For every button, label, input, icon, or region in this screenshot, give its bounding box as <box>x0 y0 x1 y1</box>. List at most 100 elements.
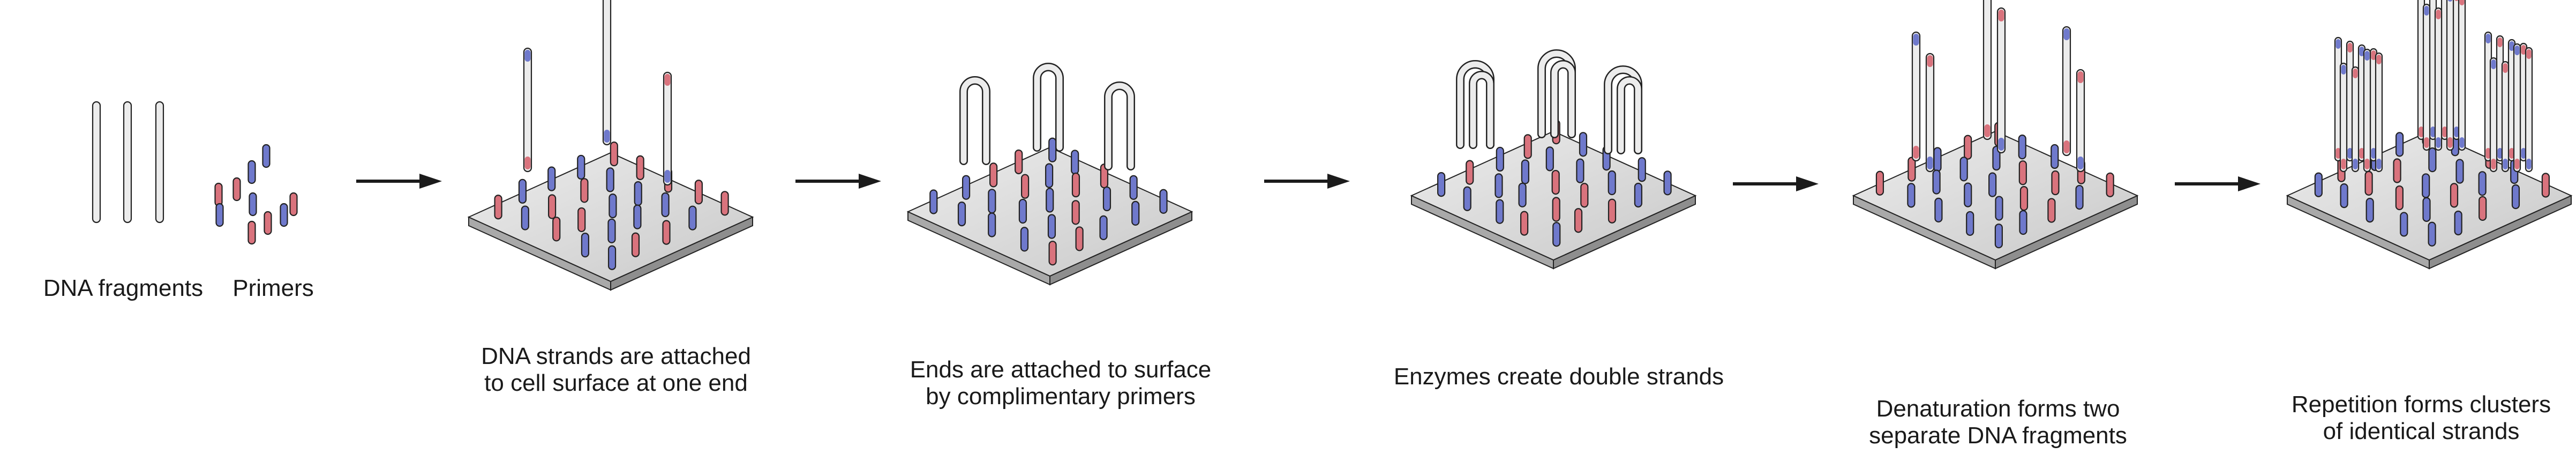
primer-mark <box>1075 226 1084 251</box>
attached-dna-strand <box>523 47 532 173</box>
primer-mark <box>1875 170 1884 196</box>
primer-icon <box>247 160 256 184</box>
primer-mark <box>2428 221 2436 247</box>
primer-mark <box>609 193 617 219</box>
primer-mark <box>957 202 966 227</box>
primer-mark <box>2364 170 2373 196</box>
panels-group <box>467 0 2573 291</box>
primer-mark <box>610 142 618 167</box>
primer-mark <box>1608 170 1616 196</box>
primer-mark <box>547 194 557 219</box>
primer-mark <box>1552 222 1561 247</box>
primer-mark <box>1463 186 1471 211</box>
primer-mark <box>1579 132 1588 157</box>
arrow-icon <box>1733 176 1819 191</box>
caption-step-4: Denaturation forms two separate DNA fragm… <box>1869 396 2127 449</box>
primer-mark <box>1608 198 1617 224</box>
primer-mark <box>494 195 502 220</box>
primer-mark <box>2051 170 2060 196</box>
primer-mark <box>2365 198 2374 223</box>
denatured-dna-strand <box>2076 69 2085 173</box>
cluster-strand <box>2351 66 2360 173</box>
primer-mark <box>2393 158 2401 183</box>
primer-mark <box>1638 157 1646 182</box>
primer-mark <box>631 232 640 257</box>
dna-bridge <box>1104 81 1135 170</box>
caption-step-5: Repetition forms clusters of identical st… <box>2291 391 2551 444</box>
primer-mark <box>1020 227 1029 252</box>
primer-mark <box>1964 182 1972 207</box>
primer-icon <box>249 192 257 217</box>
primer-mark <box>581 233 590 258</box>
attached-dna-strand <box>602 0 612 146</box>
primer-mark <box>1466 160 1474 185</box>
primer-mark <box>2511 184 2520 210</box>
primer-mark <box>1959 157 1968 182</box>
denatured-dna-strand <box>1996 7 2006 154</box>
primer-mark <box>577 154 585 180</box>
primer-mark <box>1545 146 1554 172</box>
primer-mark <box>1494 173 1503 198</box>
primer-mark <box>2018 160 2027 185</box>
primer-mark <box>2454 210 2462 236</box>
denatured-dna-strand <box>1925 53 1935 173</box>
panel-step-2 <box>906 63 1193 286</box>
primer-mark <box>1159 189 1168 214</box>
primer-mark <box>2047 198 2056 223</box>
primer-mark <box>580 178 589 203</box>
cluster-strand <box>2422 3 2431 151</box>
primer-mark <box>2422 173 2430 198</box>
primer-mark <box>1518 182 1527 207</box>
primer-mark <box>2018 135 2026 160</box>
primer-mark <box>1071 172 1080 198</box>
dna-fragments-group <box>92 101 164 224</box>
primer-mark <box>1995 196 2003 221</box>
primer-icon <box>215 203 224 227</box>
panel-step-5 <box>2286 0 2573 270</box>
primer-mark <box>1520 211 1529 236</box>
primer-mark <box>2019 210 2027 235</box>
cluster-strand <box>2525 47 2533 173</box>
primer-mark <box>1021 174 1030 199</box>
primer-mark <box>1552 197 1560 222</box>
primer-mark <box>1523 134 1532 159</box>
primer-mark <box>521 205 529 230</box>
primer-mark <box>2428 147 2437 173</box>
primer-mark <box>607 218 616 243</box>
denatured-dna-strand <box>1982 0 1992 140</box>
primer-icon <box>280 203 288 227</box>
dna-bridge <box>1033 63 1064 152</box>
label-primers: Primers <box>232 275 314 301</box>
primer-mark <box>2400 212 2408 237</box>
primer-mark <box>518 178 527 204</box>
dna-fragment-strand <box>155 101 164 224</box>
arrow-icon <box>356 174 442 189</box>
primer-mark <box>2340 183 2348 209</box>
primer-mark <box>989 162 998 188</box>
primer-mark <box>1496 146 1504 172</box>
primer-mark <box>988 212 996 237</box>
denatured-dna-strand <box>2062 26 2071 157</box>
dna-fragment-strand <box>92 101 101 224</box>
cluster-strand <box>2501 61 2510 173</box>
primer-mark <box>1018 198 1027 224</box>
primer-icon <box>232 177 241 202</box>
primer-mark <box>1521 159 1530 184</box>
primer-mark <box>1102 186 1111 212</box>
primer-mark <box>1071 150 1079 175</box>
primer-mark <box>661 192 670 218</box>
primer-mark <box>988 189 996 214</box>
cluster-strand <box>2363 48 2371 173</box>
denatured-dna-strand <box>1911 31 1921 162</box>
cluster-strand <box>2375 52 2383 173</box>
cluster-strand <box>2339 62 2348 173</box>
primer-mark <box>2075 184 2084 210</box>
primer-mark <box>1437 172 1446 197</box>
primer-mark <box>636 155 644 180</box>
primer-mark <box>1934 197 1943 222</box>
primer-mark <box>720 191 729 216</box>
primer-mark <box>2478 171 2487 196</box>
caption-step-3: Enzymes create double strands <box>1393 363 1724 390</box>
primer-mark <box>929 189 938 214</box>
primer-mark <box>2479 196 2487 221</box>
